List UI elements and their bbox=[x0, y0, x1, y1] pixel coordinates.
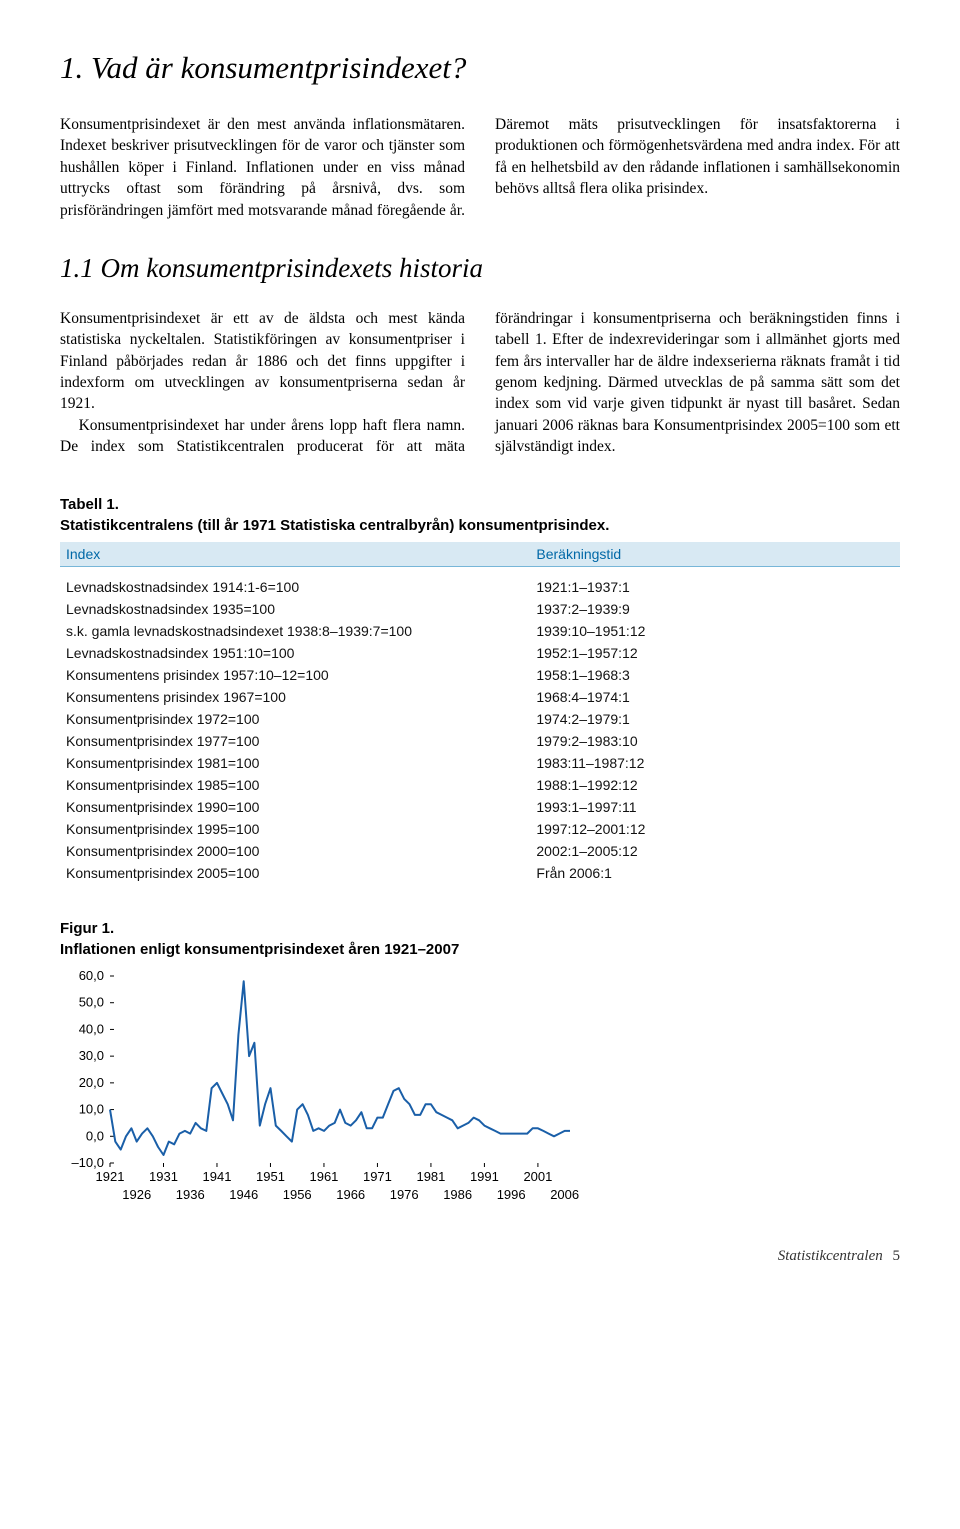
section-1-1-title: 1.1 Om konsumentprisindexets historia bbox=[60, 253, 900, 284]
cell-index: Levnadskostnadsindex 1914:1-6=100 bbox=[60, 576, 530, 598]
page-title: 1. Vad är konsumentprisindexet? bbox=[60, 50, 900, 86]
table-row: Levnadskostnadsindex 1951:10=1001952:1–1… bbox=[60, 642, 900, 664]
cell-period: 2002:1–2005:12 bbox=[530, 840, 900, 862]
cell-period: 1958:1–1968:3 bbox=[530, 664, 900, 686]
svg-text:50,0: 50,0 bbox=[79, 995, 104, 1010]
history-paragraph-1: Konsumentprisindexet är ett av de äldsta… bbox=[60, 308, 465, 415]
cell-period: 1993:1–1997:11 bbox=[530, 796, 900, 818]
table-row: Konsumentprisindex 1977=1001979:2–1983:1… bbox=[60, 730, 900, 752]
svg-text:2001: 2001 bbox=[523, 1169, 552, 1184]
table-row: Levnadskostnadsindex 1935=1001937:2–1939… bbox=[60, 598, 900, 620]
cell-index: Konsumentprisindex 2000=100 bbox=[60, 840, 530, 862]
cell-period: 1952:1–1957:12 bbox=[530, 642, 900, 664]
table-number: Tabell 1. bbox=[60, 496, 119, 513]
index-table: Index Beräkningstid Levnadskostnadsindex… bbox=[60, 542, 900, 885]
svg-text:1966: 1966 bbox=[336, 1187, 365, 1202]
svg-text:2006: 2006 bbox=[550, 1187, 579, 1202]
table-row: Konsumentprisindex 1990=1001993:1–1997:1… bbox=[60, 796, 900, 818]
cell-period: 1921:1–1937:1 bbox=[530, 576, 900, 598]
table-row: Konsumentprisindex 1985=1001988:1–1992:1… bbox=[60, 774, 900, 796]
table-caption: Statistikcentralens (till år 1971 Statis… bbox=[60, 517, 609, 534]
cell-index: Konsumentprisindex 2005=100 bbox=[60, 862, 530, 884]
table-row: Konsumentprisindex 1995=1001997:12–2001:… bbox=[60, 818, 900, 840]
cell-period: 1997:12–2001:12 bbox=[530, 818, 900, 840]
cell-index: Konsumentens prisindex 1967=100 bbox=[60, 686, 530, 708]
svg-text:0,0: 0,0 bbox=[86, 1128, 104, 1143]
svg-text:60,0: 60,0 bbox=[79, 968, 104, 983]
svg-text:1986: 1986 bbox=[443, 1187, 472, 1202]
cell-index: Konsumentprisindex 1995=100 bbox=[60, 818, 530, 840]
svg-text:1941: 1941 bbox=[203, 1169, 232, 1184]
page-number: 5 bbox=[893, 1248, 901, 1264]
cell-period: 1937:2–1939:9 bbox=[530, 598, 900, 620]
table-row: Konsumentens prisindex 1967=1001968:4–19… bbox=[60, 686, 900, 708]
svg-text:–10,0: –10,0 bbox=[71, 1155, 104, 1170]
figure-caption: Inflationen enligt konsumentprisindexet … bbox=[60, 941, 459, 958]
table-row: Konsumentprisindex 1981=1001983:11–1987:… bbox=[60, 752, 900, 774]
svg-text:20,0: 20,0 bbox=[79, 1075, 104, 1090]
table-row: s.k. gamla levnadskostnadsindexet 1938:8… bbox=[60, 620, 900, 642]
cell-period: 1983:11–1987:12 bbox=[530, 752, 900, 774]
intro-section: Konsumentprisindexet är den mest använda… bbox=[60, 114, 900, 221]
history-section: Konsumentprisindexet är ett av de äldsta… bbox=[60, 308, 900, 458]
svg-text:1996: 1996 bbox=[497, 1187, 526, 1202]
svg-text:1981: 1981 bbox=[416, 1169, 445, 1184]
table-row: Konsumentprisindex 2005=100Från 2006:1 bbox=[60, 862, 900, 884]
cell-index: Konsumentprisindex 1990=100 bbox=[60, 796, 530, 818]
table-row: Konsumentens prisindex 1957:10–12=100195… bbox=[60, 664, 900, 686]
cell-index: Konsumentprisindex 1985=100 bbox=[60, 774, 530, 796]
table-row: Levnadskostnadsindex 1914:1-6=1001921:1–… bbox=[60, 576, 900, 598]
svg-text:1921: 1921 bbox=[96, 1169, 125, 1184]
svg-text:1936: 1936 bbox=[176, 1187, 205, 1202]
table-1: Tabell 1. Statistikcentralens (till år 1… bbox=[60, 494, 900, 885]
cell-index: Levnadskostnadsindex 1951:10=100 bbox=[60, 642, 530, 664]
cell-index: Konsumentprisindex 1972=100 bbox=[60, 708, 530, 730]
table-row: Konsumentprisindex 2000=1002002:1–2005:1… bbox=[60, 840, 900, 862]
cell-index: Konsumentprisindex 1977=100 bbox=[60, 730, 530, 752]
cell-period: 1979:2–1983:10 bbox=[530, 730, 900, 752]
svg-text:1956: 1956 bbox=[283, 1187, 312, 1202]
cell-period: 1988:1–1992:12 bbox=[530, 774, 900, 796]
cell-index: s.k. gamla levnadskostnadsindexet 1938:8… bbox=[60, 620, 530, 642]
cell-index: Konsumentprisindex 1981=100 bbox=[60, 752, 530, 774]
svg-text:1951: 1951 bbox=[256, 1169, 285, 1184]
svg-text:1926: 1926 bbox=[122, 1187, 151, 1202]
table-row: Konsumentprisindex 1972=1001974:2–1979:1 bbox=[60, 708, 900, 730]
cell-period: 1939:10–1951:12 bbox=[530, 620, 900, 642]
svg-text:1946: 1946 bbox=[229, 1187, 258, 1202]
svg-text:10,0: 10,0 bbox=[79, 1102, 104, 1117]
inflation-line-chart: –10,0 0,0 10,0 20,0 30,0 40,0 50,0 60,0 1921 1931… bbox=[60, 968, 580, 1208]
cell-index: Konsumentens prisindex 1957:10–12=100 bbox=[60, 664, 530, 686]
figure-number: Figur 1. bbox=[60, 920, 114, 937]
svg-text:1976: 1976 bbox=[390, 1187, 419, 1202]
svg-text:1971: 1971 bbox=[363, 1169, 392, 1184]
col-header-index: Index bbox=[60, 542, 530, 567]
figure-1: Figur 1. Inflationen enligt konsumentpri… bbox=[60, 918, 900, 1208]
svg-text:1961: 1961 bbox=[309, 1169, 338, 1184]
page-footer: Statistikcentralen 5 bbox=[60, 1248, 900, 1265]
cell-period: 1968:4–1974:1 bbox=[530, 686, 900, 708]
cell-index: Levnadskostnadsindex 1935=100 bbox=[60, 598, 530, 620]
svg-text:1931: 1931 bbox=[149, 1169, 178, 1184]
publisher-name: Statistikcentralen bbox=[778, 1248, 883, 1264]
svg-text:30,0: 30,0 bbox=[79, 1048, 104, 1063]
cell-period: Från 2006:1 bbox=[530, 862, 900, 884]
intro-paragraph: Konsumentprisindexet är den mest använda… bbox=[60, 114, 900, 221]
col-header-period: Beräkningstid bbox=[530, 542, 900, 567]
svg-text:1991: 1991 bbox=[470, 1169, 499, 1184]
svg-text:40,0: 40,0 bbox=[79, 1021, 104, 1036]
cell-period: 1974:2–1979:1 bbox=[530, 708, 900, 730]
